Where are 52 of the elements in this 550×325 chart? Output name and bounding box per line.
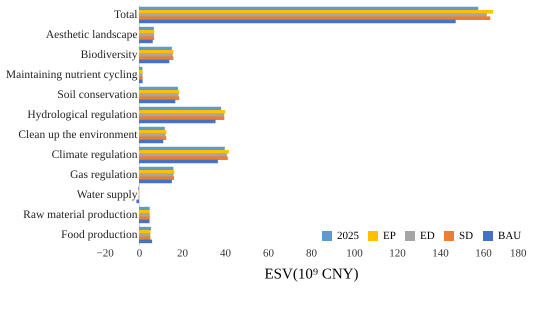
- bar: [139, 113, 224, 117]
- bar: [139, 233, 150, 237]
- bar: [139, 180, 172, 184]
- legend-label: EP: [383, 230, 396, 242]
- bar: [139, 13, 487, 17]
- x-tick-label: 160: [475, 248, 492, 260]
- bar: [139, 213, 150, 217]
- y-tick-label: Soil conservation: [57, 89, 138, 101]
- bar: [139, 73, 143, 77]
- bar: [139, 93, 179, 97]
- y-tick-label: Food production: [61, 229, 138, 241]
- bar: [136, 200, 139, 204]
- bar: [139, 120, 216, 124]
- y-tick-label: Hydrological regulation: [27, 109, 138, 121]
- y-tick-label: Clean up the environment: [18, 129, 138, 141]
- y-tick-label: Climate regulation: [52, 149, 138, 161]
- x-tick-label: 80: [306, 248, 318, 260]
- x-tick-label: 180: [510, 248, 527, 260]
- bar: [139, 140, 164, 144]
- bar: [139, 133, 166, 137]
- y-tick-label: Raw material production: [23, 209, 138, 221]
- x-tick-label: 40: [220, 248, 232, 260]
- x-tick-label: 140: [432, 248, 450, 260]
- bar: [139, 240, 152, 244]
- legend-label: BAU: [498, 230, 522, 242]
- bar: [139, 173, 174, 177]
- bar: [139, 160, 218, 164]
- x-axis-title: ESV(10⁹ CNY): [264, 266, 358, 282]
- y-tick-label: Gas regulation: [70, 169, 138, 181]
- x-tick-label: −20: [96, 248, 114, 260]
- x-tick-label: 120: [389, 248, 406, 260]
- bar: [139, 20, 456, 24]
- bar: [139, 220, 150, 224]
- x-tick-label: 20: [177, 248, 188, 260]
- y-tick-label: Aesthetic landscape: [46, 29, 138, 41]
- y-tick-label: Water supply: [76, 189, 138, 201]
- y-tick-label: Biodiversity: [80, 49, 138, 61]
- bar: [139, 80, 143, 84]
- y-tick-label: Maintaining nutrient cycling: [6, 69, 138, 81]
- x-tick-label: 100: [346, 248, 364, 260]
- bar: [139, 153, 227, 157]
- x-tick-label: 60: [263, 248, 274, 260]
- legend-label: SD: [459, 230, 474, 242]
- bar: [139, 100, 176, 104]
- y-tick-label: Total: [114, 9, 138, 21]
- bar: [139, 33, 154, 37]
- x-tick-label: 0: [136, 248, 143, 260]
- bar: [139, 53, 173, 57]
- bar: [139, 60, 170, 64]
- legend-label: 2025: [337, 230, 360, 242]
- bar: [139, 40, 153, 44]
- legend-label: ED: [420, 230, 435, 242]
